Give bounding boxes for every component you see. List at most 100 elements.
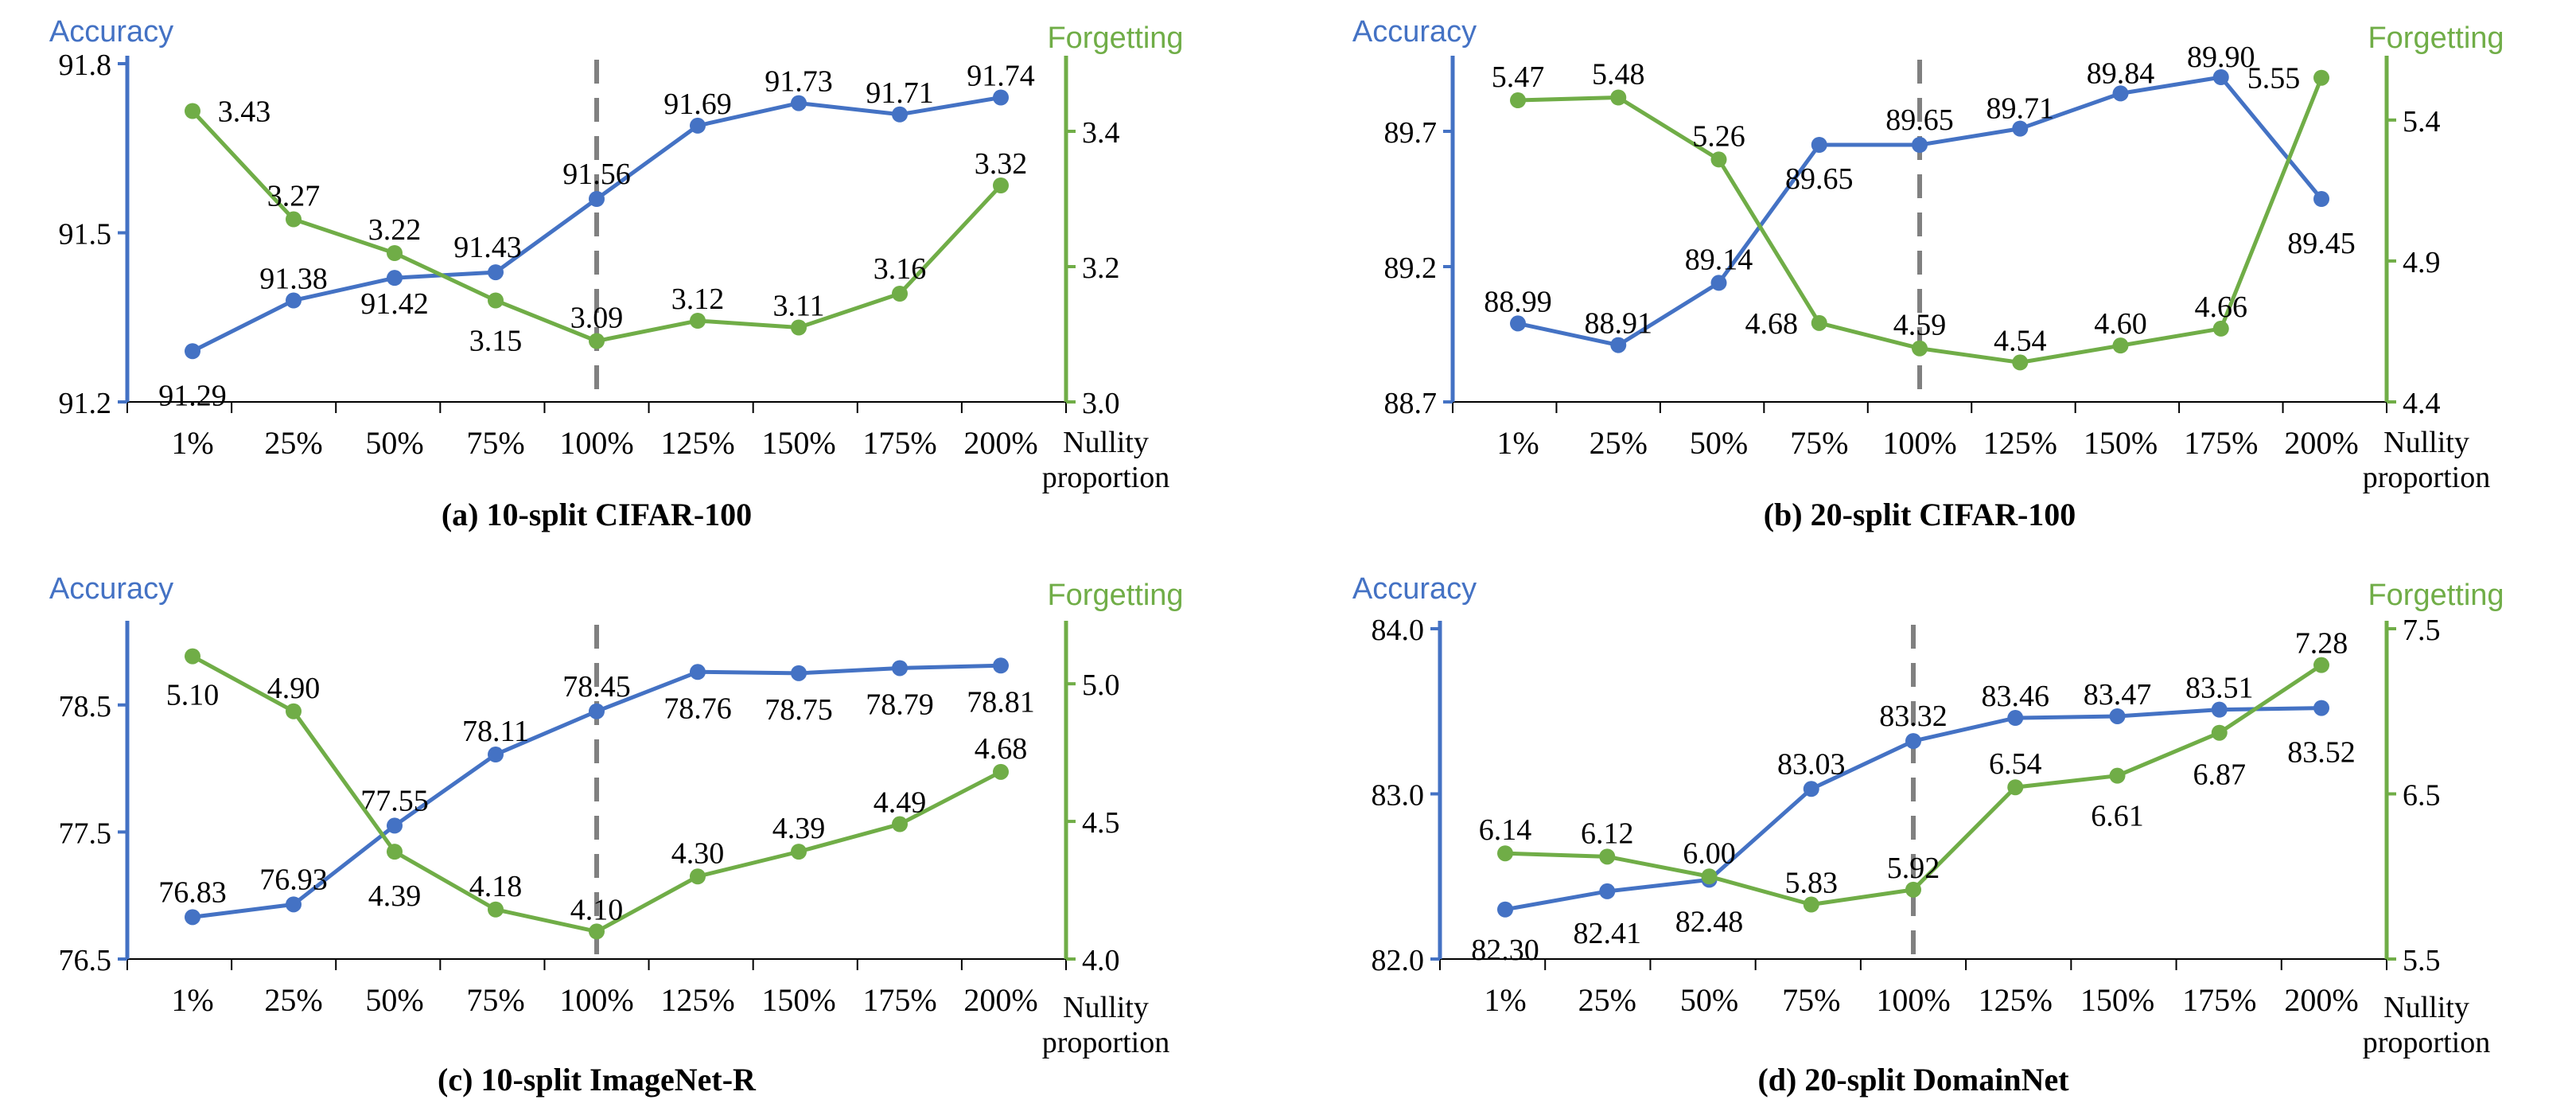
accuracy-point [589, 703, 605, 719]
left-axis-title: Accuracy [1352, 572, 1477, 606]
x-tick-label: 200% [2284, 425, 2358, 461]
accuracy-data-label: 78.75 [765, 693, 833, 727]
x-tick-label: 175% [2184, 425, 2258, 461]
accuracy-data-label: 89.65 [1885, 103, 1954, 137]
chart-title: (c) 10-split ImageNet-R [438, 1062, 757, 1098]
accuracy-point [2112, 85, 2129, 102]
x-axis-title-line1: Nullity [1063, 991, 1149, 1024]
accuracy-data-label: 91.69 [663, 88, 732, 121]
accuracy-point [387, 270, 403, 287]
right-tick-label: 3.0 [1082, 387, 1120, 420]
left-tick-label: 77.5 [59, 817, 112, 850]
chart-panel: 76.5 77.5 78.5 Accuracy 4.0 4.5 5.0 Forgetting 1… [49, 572, 1184, 1098]
accuracy-point [892, 660, 908, 676]
right-tick-label: 4.9 [2403, 246, 2441, 279]
x-tick-label: 150% [761, 982, 835, 1018]
forgetting-point [1905, 881, 1921, 898]
accuracy-point [286, 896, 302, 913]
left-axis-title: Accuracy [49, 572, 173, 606]
forgetting-data-label: 4.66 [2195, 290, 2248, 324]
right-axis-title: Forgetting [2368, 579, 2504, 612]
right-tick-label: 3.2 [1082, 251, 1120, 285]
accuracy-point [2007, 710, 2024, 727]
accuracy-data-label: 76.93 [259, 863, 328, 896]
x-tick-label: 150% [2084, 425, 2158, 461]
accuracy-point [2109, 708, 2126, 724]
accuracy-point [1905, 733, 1921, 750]
accuracy-data-label: 83.46 [1982, 680, 2050, 713]
x-axis-title-line1: Nullity [2383, 426, 2469, 459]
x-tick-label: 125% [660, 425, 734, 461]
accuracy-data-label: 89.90 [2187, 41, 2255, 74]
right-axis-title: Forgetting [1047, 579, 1183, 612]
accuracy-point [2211, 701, 2228, 718]
x-tick-label: 50% [1680, 982, 1738, 1018]
accuracy-point [892, 106, 908, 123]
forgetting-point [791, 319, 807, 336]
forgetting-point [185, 648, 200, 665]
forgetting-data-label: 5.83 [1785, 867, 1839, 900]
accuracy-data-label: 78.11 [462, 715, 529, 748]
forgetting-data-label: 4.39 [772, 812, 826, 845]
accuracy-data-label: 91.56 [562, 158, 631, 191]
right-tick-label: 5.0 [1082, 669, 1120, 702]
accuracy-data-label: 89.45 [2287, 227, 2356, 260]
accuracy-data-label: 91.43 [453, 231, 522, 264]
x-tick-label: 25% [264, 425, 322, 461]
accuracy-data-label: 83.51 [2185, 672, 2254, 705]
x-tick-label: 75% [466, 425, 524, 461]
accuracy-data-label: 83.03 [1777, 747, 1846, 781]
x-tick-label: 150% [761, 425, 835, 461]
accuracy-point [1912, 137, 1928, 153]
x-tick-label: 175% [862, 425, 936, 461]
left-tick-label: 83.0 [1372, 779, 1425, 813]
forgetting-data-label: 4.60 [2094, 307, 2147, 341]
x-tick-label: 75% [1790, 425, 1848, 461]
accuracy-point [1599, 883, 1616, 899]
left-tick-label: 84.0 [1372, 614, 1425, 647]
accuracy-data-label: 89.65 [1785, 162, 1854, 196]
accuracy-point [1610, 337, 1627, 353]
forgetting-data-label: 3.11 [772, 290, 824, 323]
forgetting-data-label: 7.28 [2295, 627, 2348, 661]
forgetting-point [2109, 767, 2126, 784]
x-tick-label: 100% [1876, 982, 1950, 1018]
accuracy-point [589, 191, 605, 207]
forgetting-data-label: 6.12 [1581, 817, 1634, 850]
accuracy-data-label: 91.73 [765, 65, 833, 99]
x-tick-label: 100% [559, 982, 633, 1018]
forgetting-data-label: 3.16 [874, 252, 927, 286]
x-tick-label: 1% [1484, 982, 1526, 1018]
forgetting-point [589, 333, 605, 349]
left-tick-label: 76.5 [59, 944, 112, 977]
x-tick-label: 200% [2284, 982, 2358, 1018]
accuracy-data-label: 78.81 [967, 685, 1035, 719]
chart-title: (b) 20-split CIFAR-100 [1764, 497, 2076, 532]
forgetting-data-label: 4.90 [267, 672, 321, 705]
x-tick-label: 75% [466, 982, 524, 1018]
accuracy-point [185, 343, 200, 360]
accuracy-point [1803, 781, 1819, 797]
x-tick-label: 200% [963, 425, 1037, 461]
accuracy-data-label: 89.84 [2087, 57, 2155, 90]
x-tick-label: 175% [2182, 982, 2256, 1018]
accuracy-point [993, 89, 1009, 106]
accuracy-data-label: 82.30 [1471, 934, 1539, 967]
forgetting-data-label: 4.54 [1994, 324, 2047, 357]
left-axis-title: Accuracy [49, 15, 173, 49]
forgetting-point [2212, 320, 2229, 337]
left-tick-label: 89.7 [1384, 116, 1438, 150]
forgetting-data-label: 3.22 [368, 213, 422, 247]
forgetting-point [892, 286, 908, 302]
left-tick-label: 89.2 [1384, 251, 1438, 285]
accuracy-data-label: 91.42 [360, 287, 429, 321]
right-tick-label: 4.0 [1082, 944, 1120, 977]
accuracy-data-label: 82.48 [1675, 905, 1744, 938]
forgetting-point [286, 703, 302, 719]
forgetting-point [993, 177, 1009, 193]
left-tick-label: 82.0 [1372, 944, 1425, 977]
x-axis-title-line2: proportion [1042, 461, 1169, 494]
accuracy-data-label: 83.52 [2287, 736, 2356, 770]
